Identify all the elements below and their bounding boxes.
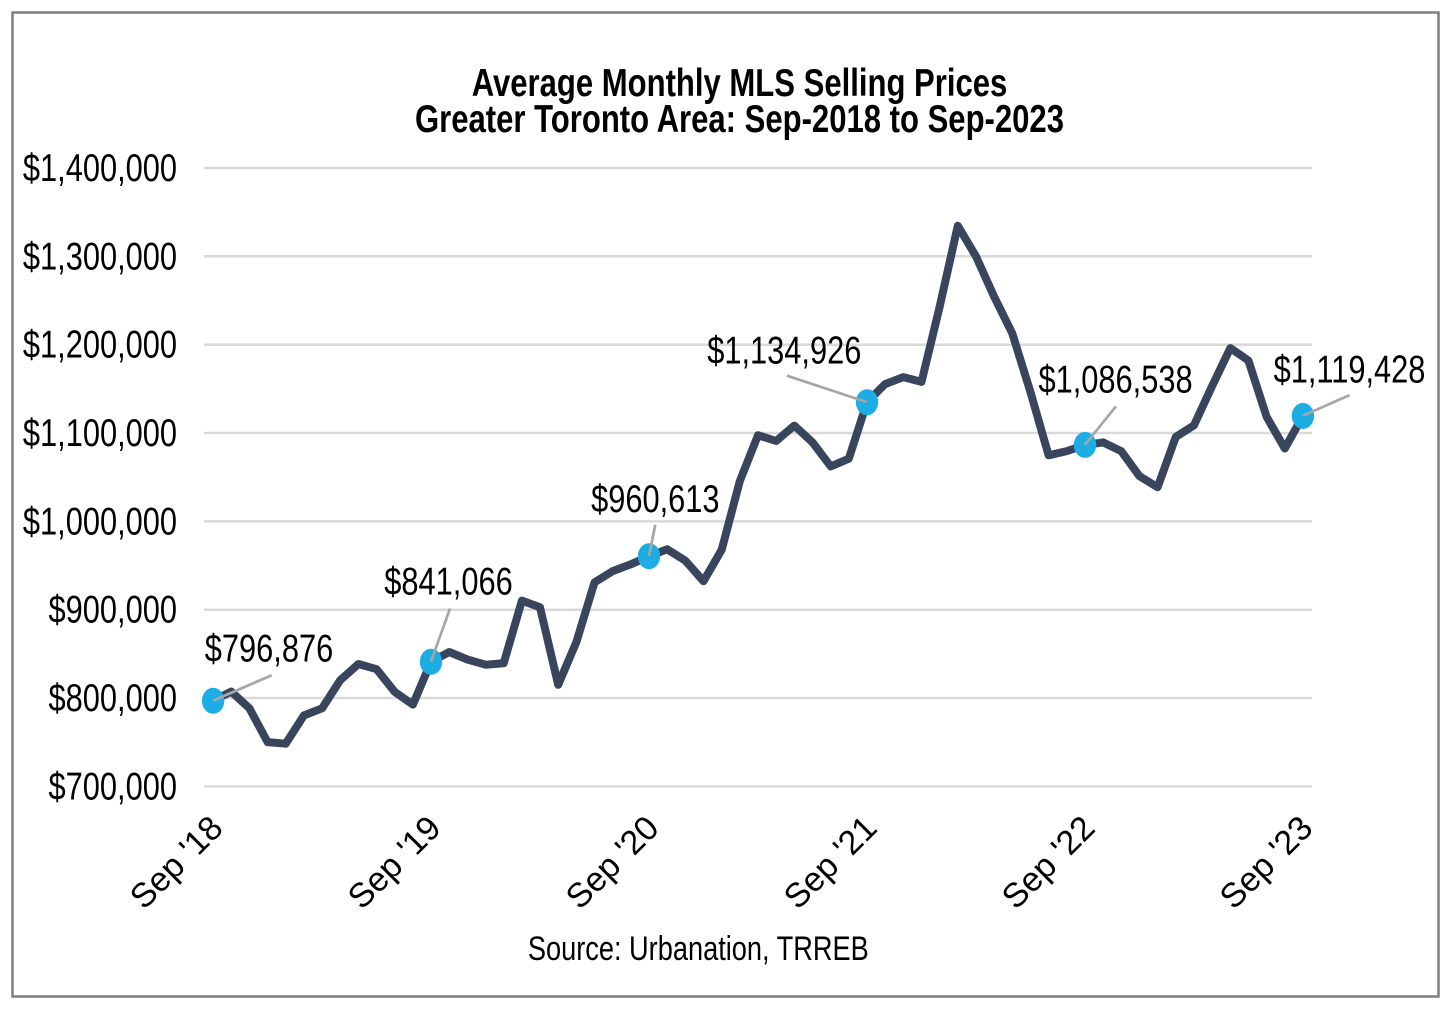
svg-text:$841,066: $841,066: [384, 560, 512, 603]
svg-text:$1,000,000: $1,000,000: [23, 500, 177, 543]
svg-text:$700,000: $700,000: [49, 765, 177, 808]
svg-text:Average Monthly MLS Selling Pr: Average Monthly MLS Selling Prices: [472, 62, 1008, 105]
svg-text:$796,876: $796,876: [205, 627, 333, 670]
svg-text:$1,400,000: $1,400,000: [23, 147, 177, 190]
svg-text:Source: Urbanation, TRREB: Source: Urbanation, TRREB: [528, 929, 869, 968]
svg-text:$1,200,000: $1,200,000: [23, 323, 177, 366]
svg-text:$1,100,000: $1,100,000: [23, 412, 177, 455]
svg-text:$1,086,538: $1,086,538: [1038, 358, 1192, 401]
svg-text:$960,613: $960,613: [591, 478, 719, 521]
svg-text:$1,134,926: $1,134,926: [707, 329, 861, 372]
svg-text:Greater Toronto Area: Sep-2018: Greater Toronto Area: Sep-2018 to Sep-20…: [415, 98, 1064, 141]
svg-text:$900,000: $900,000: [49, 588, 177, 631]
svg-text:$1,119,428: $1,119,428: [1274, 348, 1426, 391]
svg-text:$800,000: $800,000: [49, 677, 177, 720]
svg-text:$1,300,000: $1,300,000: [23, 235, 177, 278]
